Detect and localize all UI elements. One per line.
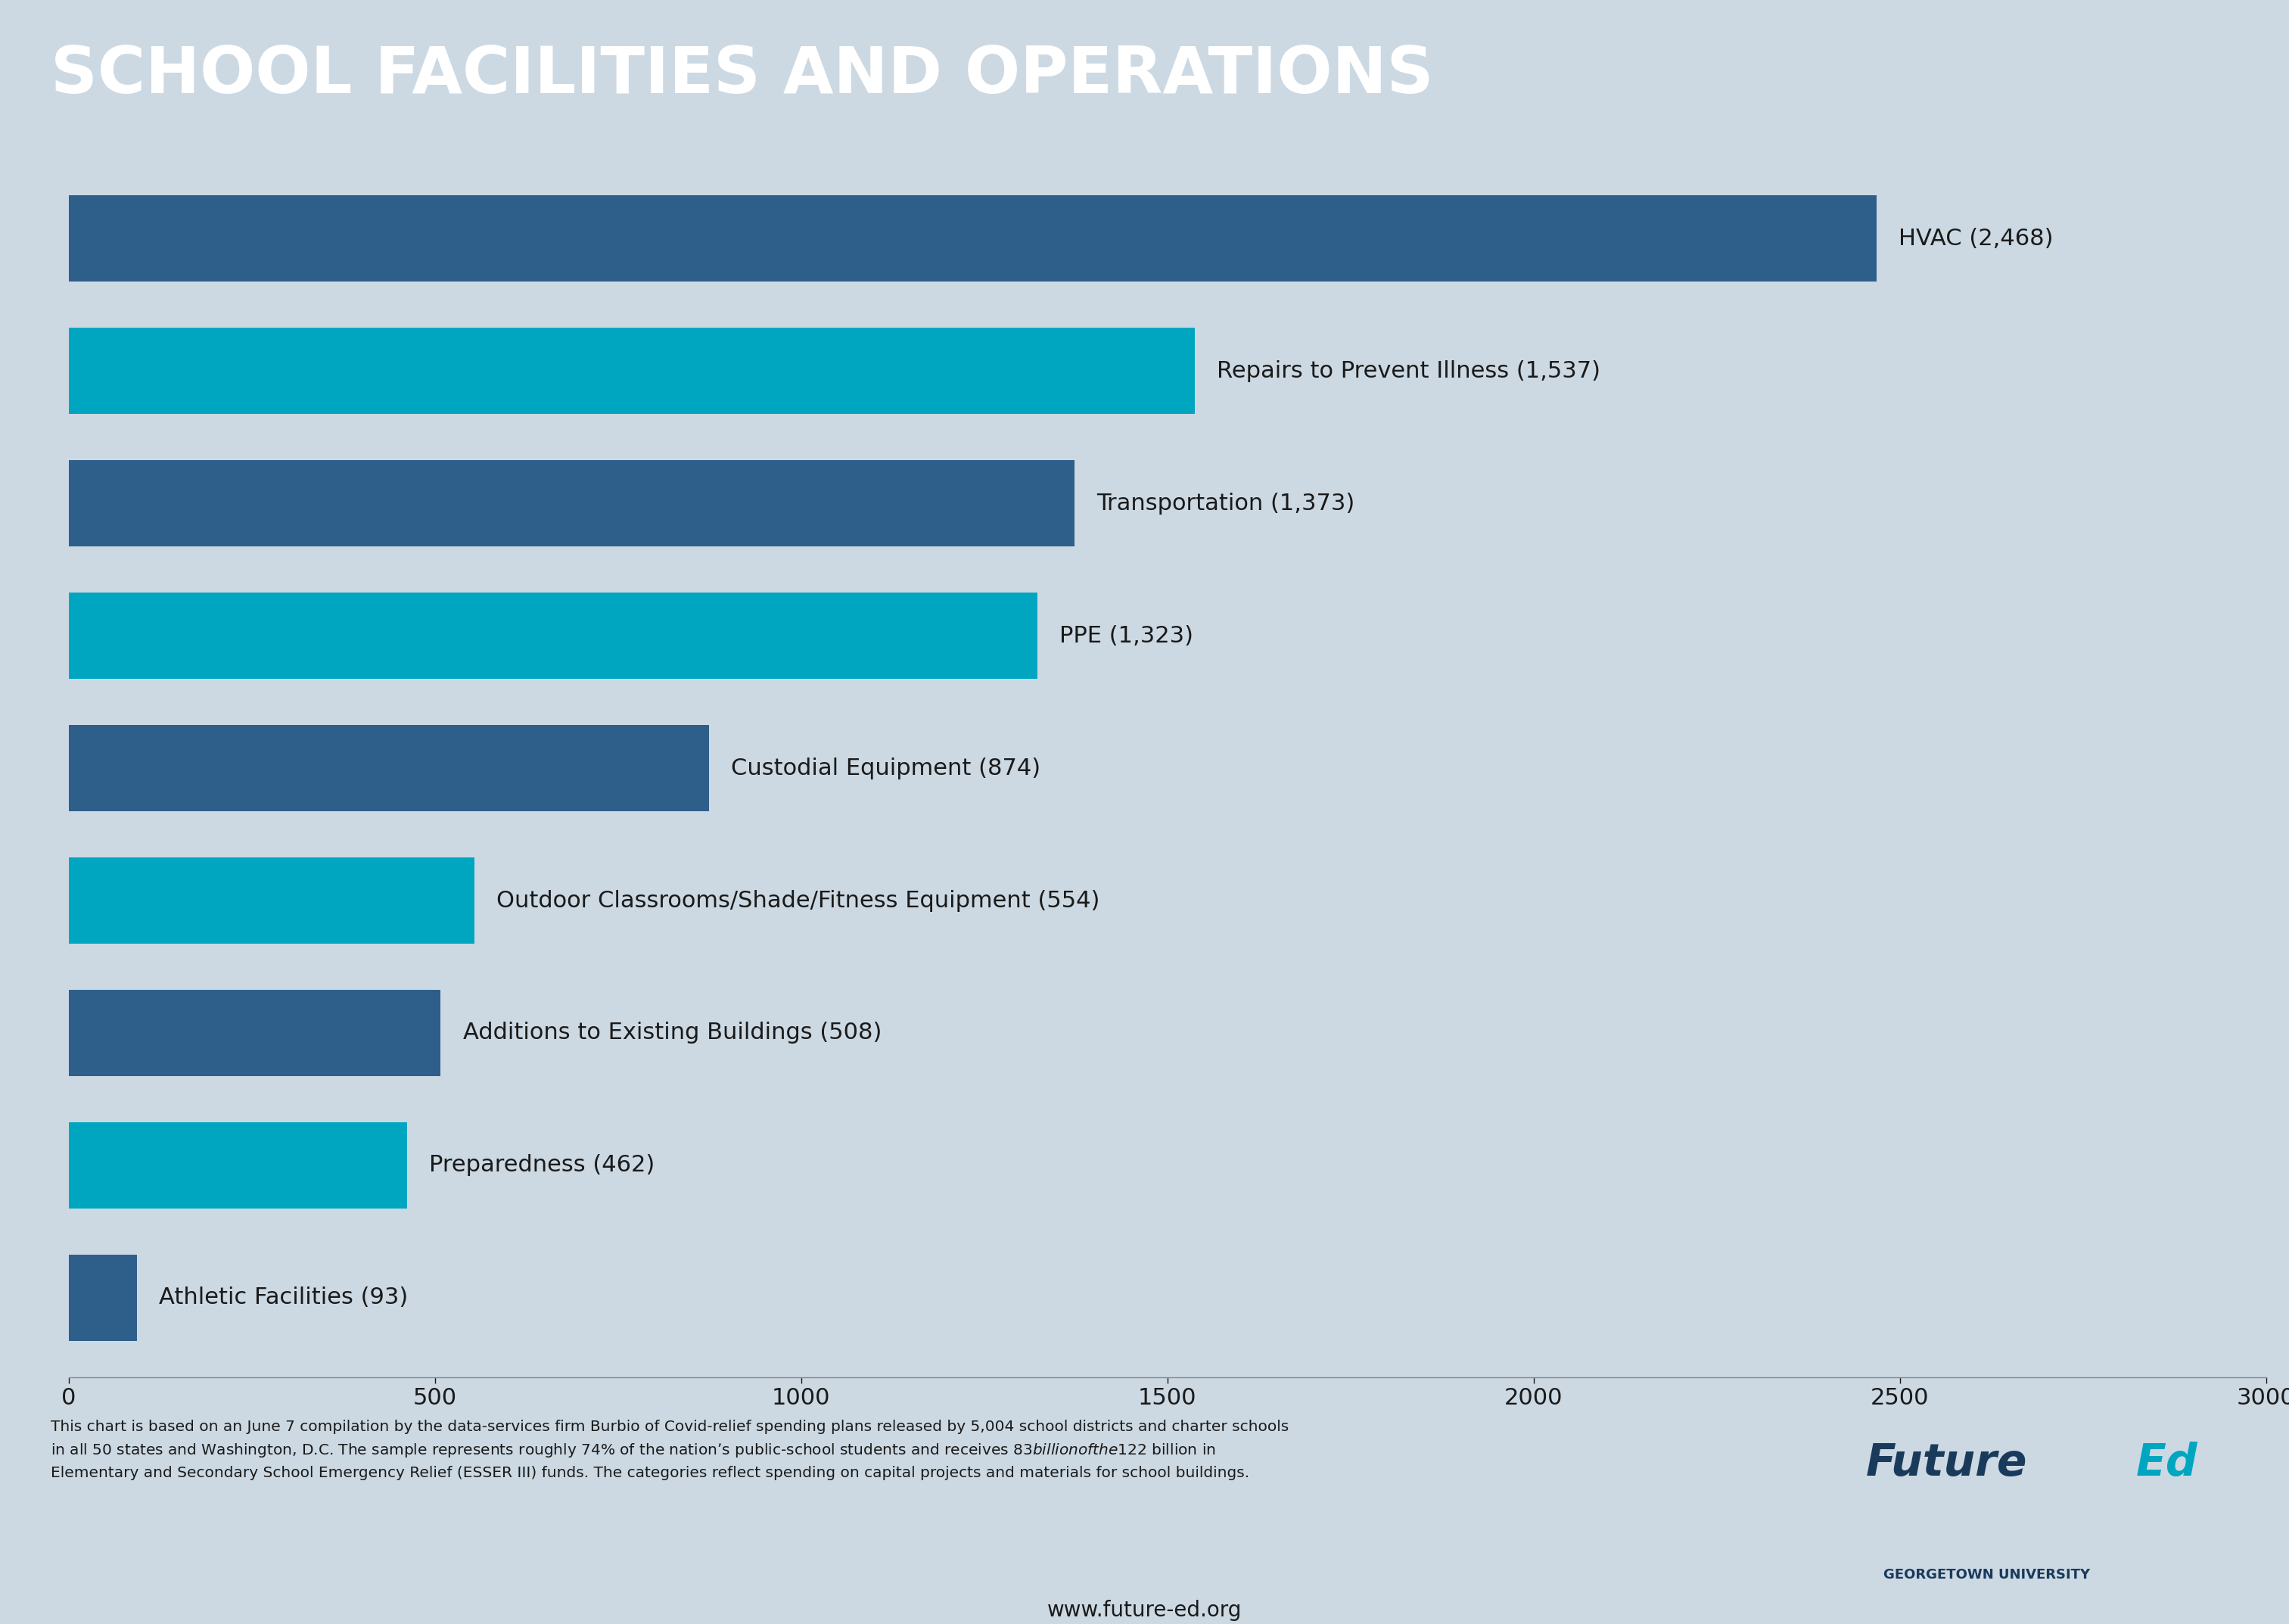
Bar bbox=[69, 460, 1074, 546]
Bar bbox=[69, 991, 442, 1077]
Text: PPE (1,323): PPE (1,323) bbox=[1060, 625, 1193, 646]
Bar bbox=[69, 593, 1037, 679]
Text: Preparedness (462): Preparedness (462) bbox=[428, 1155, 655, 1176]
Bar bbox=[69, 195, 1877, 281]
Text: Transportation (1,373): Transportation (1,373) bbox=[1096, 492, 1355, 515]
Text: www.future-ed.org: www.future-ed.org bbox=[1046, 1600, 1243, 1621]
Bar bbox=[69, 328, 1195, 414]
Text: Outdoor Classrooms/Shade/Fitness Equipment (554): Outdoor Classrooms/Shade/Fitness Equipme… bbox=[497, 890, 1099, 911]
Text: Athletic Facilities (93): Athletic Facilities (93) bbox=[158, 1286, 407, 1309]
Text: SCHOOL FACILITIES AND OPERATIONS: SCHOOL FACILITIES AND OPERATIONS bbox=[50, 44, 1433, 107]
Text: Repairs to Prevent Illness (1,537): Repairs to Prevent Illness (1,537) bbox=[1215, 361, 1600, 382]
Text: Custodial Equipment (874): Custodial Equipment (874) bbox=[730, 757, 1041, 780]
Text: GEORGETOWN UNIVERSITY: GEORGETOWN UNIVERSITY bbox=[1884, 1569, 2090, 1582]
Text: HVAC (2,468): HVAC (2,468) bbox=[1898, 227, 2053, 250]
Bar bbox=[69, 1122, 407, 1208]
Bar bbox=[69, 857, 474, 944]
Text: Additions to Existing Buildings (508): Additions to Existing Buildings (508) bbox=[462, 1021, 881, 1044]
Bar bbox=[69, 726, 710, 810]
Text: Ed: Ed bbox=[2136, 1442, 2197, 1484]
Text: This chart is based on an June 7 compilation by the data-services firm Burbio of: This chart is based on an June 7 compila… bbox=[50, 1419, 1289, 1479]
Bar bbox=[69, 1255, 137, 1341]
Text: Future: Future bbox=[1866, 1442, 2028, 1484]
